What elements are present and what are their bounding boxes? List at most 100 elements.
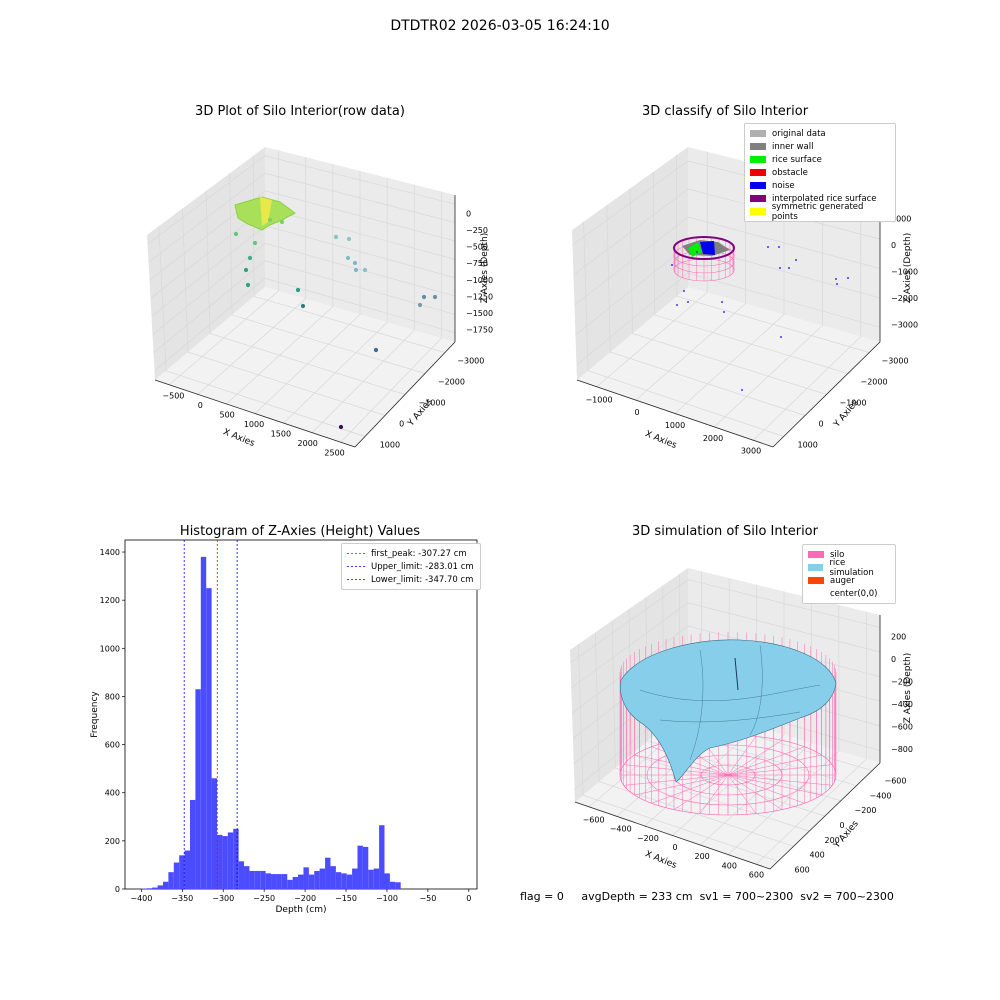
data-point [362,267,368,273]
y-tick-label: −400 [870,791,892,800]
silo-floor-spoke [727,740,783,776]
legend-item: Upper_limit: -283.01 cm [347,560,475,573]
histogram-bar [303,867,309,889]
y-axis-line [772,341,881,448]
histogram-bar [287,879,293,889]
gridline [169,150,279,386]
gridline [571,602,881,689]
simulation-legend: silo rice simulation auger center(0,0) [802,544,896,604]
x-tick-label: 2000 [703,434,723,443]
plot-frame [124,539,478,890]
y-tick-label: −1000 [840,399,867,408]
x-axis-label: Depth (cm) [275,905,326,915]
histogram-bar [238,861,245,889]
z-tick-label: 200 [891,632,906,641]
histogram-bar [341,873,347,889]
figure-title: DTDTR02 2026-03-05 16:24:10 [390,18,610,34]
x-tick-label: 2000 [298,439,318,448]
gridline [573,188,881,276]
gridline [158,226,366,437]
silo-floor-spoke [727,774,805,804]
z-tick-label: −1000 [466,276,493,285]
gridline [283,177,388,424]
silo-floor-spoke [673,774,729,810]
data-point [338,424,344,430]
legend-label: original data [772,128,826,139]
status-footer: flag = 0 avgDepth = 233 cm sv1 = 700~230… [520,890,894,903]
rice-surface-highlight [260,197,272,226]
histogram-bar [330,866,336,889]
data-point [295,287,301,293]
x-tick-label: 500 [220,411,235,420]
data-point [373,347,379,353]
histogram-bar [281,874,288,889]
legend-swatch [808,590,824,597]
gridline [205,190,406,395]
histogram-bar [200,556,207,889]
noise-point [683,290,685,292]
silo-floor-spoke [727,774,783,810]
flag-text: flag = 0 [520,890,564,903]
gridline [628,608,826,817]
histogram-bar [379,825,385,889]
data-point [352,260,358,266]
histogram-bar [373,868,380,889]
legend-label: Lower_limit: -347.70 cm [371,574,474,585]
histogram-bar [227,832,234,889]
legend-item: obstacle [750,166,890,179]
plot4-title: 3D simulation of Silo Interior [632,524,818,539]
rice-surface [620,639,837,783]
legend-line [347,553,365,554]
silo-floor-spoke [727,774,833,786]
z-axis-label: Z Axies (Depth) [480,233,490,304]
gridline [154,277,456,372]
x-tick-label: 0 [672,843,677,852]
histogram-bar [325,857,331,889]
z-tick-label: −800 [891,745,913,754]
x-tick-label: −50 [419,894,436,903]
legend-item: noise [750,179,890,192]
histogram-bar [384,873,390,889]
noise-point [836,283,838,285]
gridline [713,180,823,428]
data-point [353,267,359,273]
legend-swatch [750,156,766,163]
gridline [645,597,841,802]
histogram-bar [233,828,239,889]
x-axis-label: X Axies [643,849,678,871]
legend-label: inner wall [772,141,814,152]
silo-floor-spoke [727,774,822,796]
x-tick-label: 600 [749,870,764,879]
gridline [629,188,827,395]
gridline [676,155,870,353]
noise-point [687,301,689,303]
legend-label: first_peak: -307.27 cm [371,548,467,559]
data-point [300,303,306,309]
legend-line [347,566,365,567]
histogram-bar [292,876,299,889]
gridline [226,164,334,405]
x-tick-label: −350 [171,894,193,903]
gridline [147,155,456,245]
gridline [153,260,456,354]
surface-mesh-line [639,684,821,701]
legend-swatch [750,143,766,150]
gridline [570,579,881,663]
silo-floor-spoke [634,774,729,796]
histogram-bar [184,850,190,889]
y-tick-label: −3000 [457,357,484,366]
histogram-bar [168,872,174,889]
noise-point [778,246,780,248]
legend-item: center(0,0) [808,587,890,600]
y-axis-label: Frequency [90,691,100,738]
y-axis-line [769,762,881,870]
data-point [243,267,249,273]
legend-item: original data [750,127,890,140]
y-tick-label: −3000 [882,357,909,366]
legend-item: rice surface [750,153,890,166]
legend-label: obstacle [772,167,808,178]
legend-label: interpolated rice surface [772,193,877,204]
gridline [340,191,442,443]
x-tick-label: −300 [212,894,234,903]
